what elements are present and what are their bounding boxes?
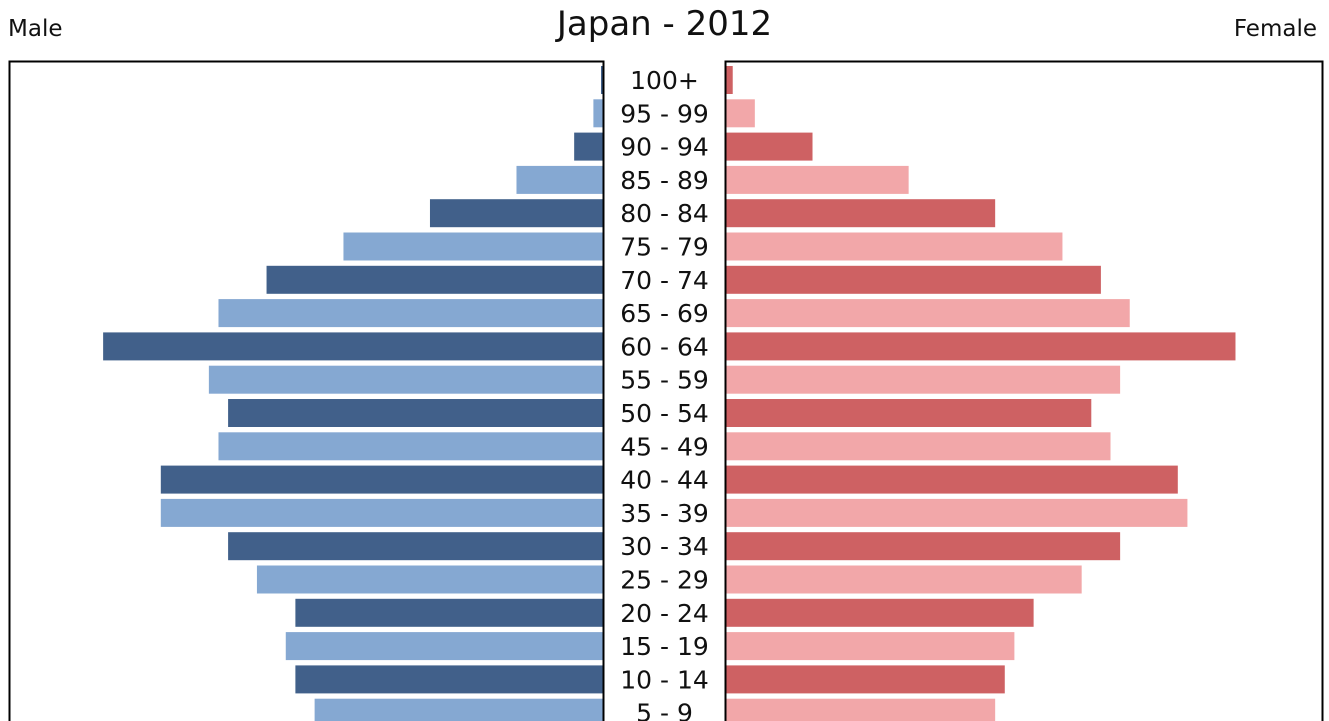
age-group-label-18: 10 - 14 (620, 665, 709, 694)
chart-title: Japan - 2012 (556, 4, 773, 44)
female-bar-8 (726, 332, 1236, 361)
age-group-label-9: 55 - 59 (620, 366, 709, 395)
age-group-label-2: 90 - 94 (620, 133, 709, 162)
age-group-label-3: 85 - 89 (620, 166, 709, 195)
age-group-label-13: 35 - 39 (620, 499, 709, 528)
male-panel-label: Male (8, 16, 63, 42)
female-bar-7 (726, 299, 1130, 328)
male-bar-6 (266, 265, 603, 294)
female-bar-18 (726, 665, 1005, 694)
female-bar-1 (726, 99, 755, 128)
female-bar-11 (726, 432, 1111, 461)
male-plot-frame (8, 60, 605, 721)
female-plot-frame (724, 60, 1324, 721)
male-bar-4 (429, 199, 603, 228)
male-bar-14 (228, 532, 603, 561)
female-bar-9 (726, 365, 1121, 394)
female-bar-3 (726, 165, 909, 194)
female-bar-2 (726, 132, 813, 161)
age-group-label-4: 80 - 84 (620, 199, 709, 228)
female-bar-4 (726, 199, 996, 228)
male-bar-11 (218, 432, 603, 461)
female-bar-19 (726, 698, 996, 721)
female-bar-6 (726, 265, 1101, 294)
male-bar-1 (593, 99, 603, 128)
male-bar-9 (208, 365, 603, 394)
male-bar-18 (295, 665, 603, 694)
male-bar-19 (314, 698, 603, 721)
age-group-label-14: 30 - 34 (620, 532, 709, 561)
age-group-label-15: 25 - 29 (620, 566, 709, 595)
female-bar-5 (726, 232, 1063, 261)
female-bar-17 (726, 632, 1015, 661)
female-bar-14 (726, 532, 1121, 561)
age-group-label-1: 95 - 99 (620, 99, 709, 128)
age-group-label-11: 45 - 49 (620, 432, 709, 461)
male-bar-5 (343, 232, 603, 261)
female-bar-10 (726, 399, 1092, 427)
male-bar-3 (516, 165, 603, 194)
age-group-label-17: 15 - 19 (620, 632, 709, 661)
male-bar-8 (103, 332, 604, 361)
male-bar-13 (160, 498, 603, 527)
male-bar-17 (285, 632, 603, 661)
female-panel-label: Female (1233, 16, 1317, 42)
male-bar-0 (601, 66, 603, 94)
age-group-label-6: 70 - 74 (620, 266, 709, 295)
male-bar-16 (295, 598, 603, 627)
male-bar-2 (574, 132, 603, 161)
female-bar-16 (726, 598, 1034, 627)
age-group-label-16: 20 - 24 (620, 599, 709, 628)
female-bar-12 (726, 465, 1178, 494)
age-group-label-5: 75 - 79 (620, 233, 709, 262)
age-group-label-12: 40 - 44 (620, 466, 709, 495)
female-bar-0 (726, 66, 733, 94)
age-group-label-7: 65 - 69 (620, 299, 709, 328)
age-group-label-8: 60 - 64 (620, 332, 709, 361)
male-bar-10 (228, 399, 603, 427)
male-bar-12 (160, 465, 603, 494)
female-bar-13 (726, 498, 1188, 527)
male-bar-7 (218, 299, 603, 328)
male-bar-15 (256, 565, 603, 594)
age-group-label-10: 50 - 54 (620, 399, 709, 428)
age-group-label-0: 100+ (630, 66, 699, 95)
age-group-label-19: 5 - 9 (636, 699, 693, 721)
female-bar-15 (726, 565, 1082, 594)
